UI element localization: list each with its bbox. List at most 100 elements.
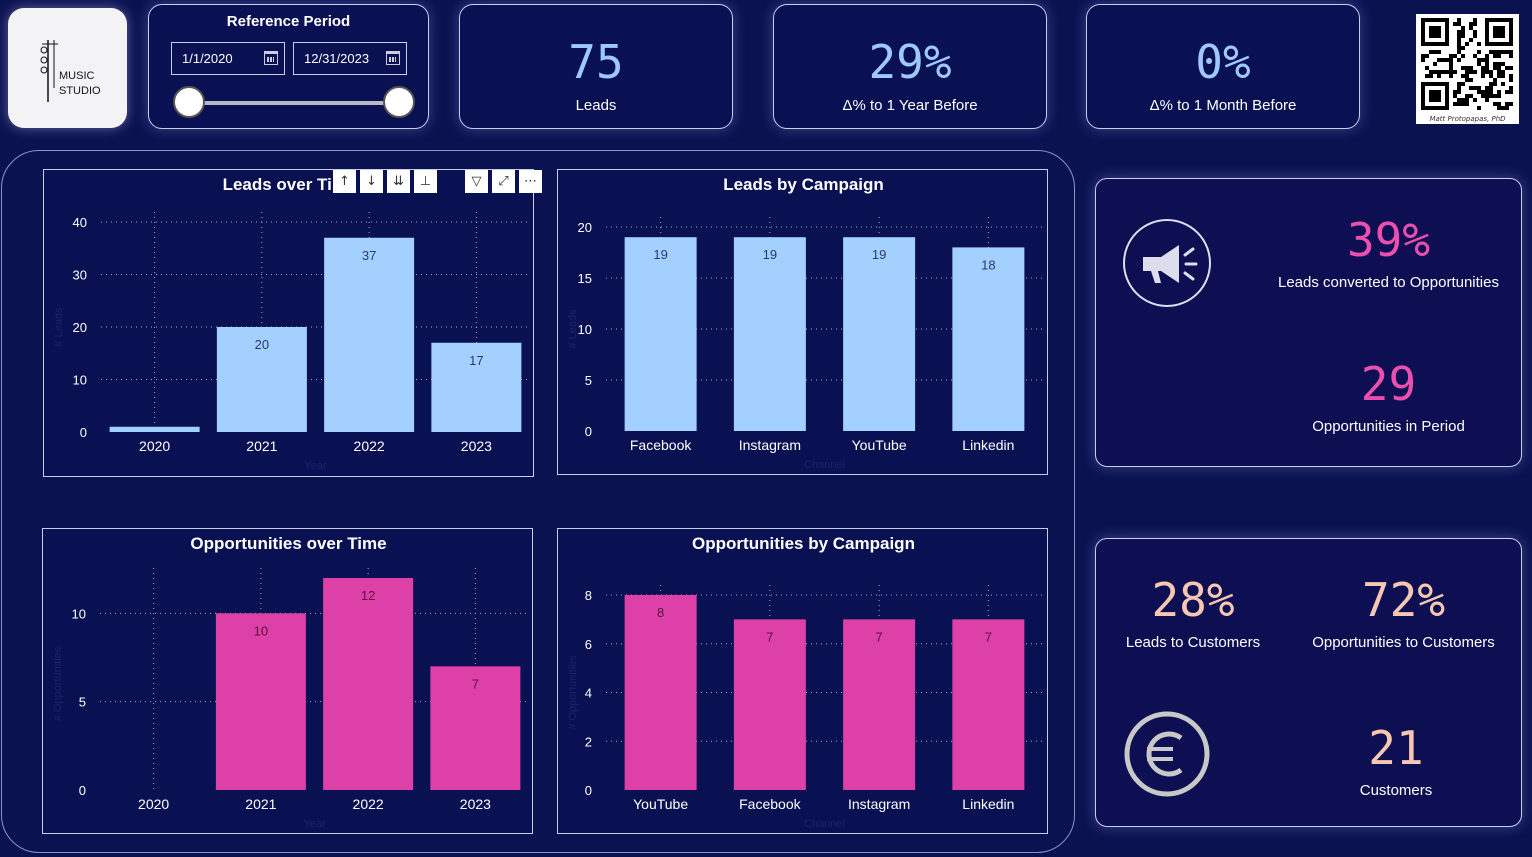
bar-2021 (215, 613, 306, 790)
qr-module (1437, 50, 1441, 54)
y-tick-label: 2 (585, 734, 592, 749)
x-axis-title: Year (303, 818, 326, 830)
data-label: 37 (362, 248, 376, 263)
qr-module (1497, 54, 1501, 58)
y-tick-label: 15 (578, 271, 592, 286)
qr-module (1425, 66, 1429, 70)
qr-module (1497, 66, 1501, 70)
opps-to-customers-pct: 72% (1361, 573, 1446, 627)
x-tick-label: 2021 (246, 438, 277, 454)
opps-in-period-value: 29 (1360, 357, 1417, 411)
kpi-leads-label: Leads (575, 97, 617, 114)
qr-module (1481, 90, 1485, 94)
qr-module (1441, 58, 1445, 62)
slider-start-handle[interactable] (173, 86, 205, 118)
qr-module (1485, 90, 1489, 94)
qr-module (1489, 86, 1493, 90)
y-tick-label: 5 (585, 373, 592, 388)
bar-2023 (430, 666, 521, 790)
qr-module (1445, 70, 1449, 74)
qr-module (1437, 58, 1441, 62)
chart-opportunities-over-time[interactable]: Opportunities over Time 0 5 10 2020 10 2021 12 2… (42, 528, 533, 834)
qr-module (1485, 58, 1489, 62)
calendar-icon[interactable] (386, 51, 400, 65)
qr-module (1505, 50, 1509, 54)
chart-title: Opportunities over Time (190, 534, 386, 553)
qr-module (1433, 62, 1437, 66)
x-tick-label: 2022 (354, 438, 385, 454)
qr-module (1457, 22, 1461, 26)
qr-module (1489, 90, 1493, 94)
qr-module (1453, 102, 1457, 106)
qr-module (1473, 30, 1477, 34)
qr-module (1429, 70, 1433, 74)
qr-module (1473, 54, 1477, 58)
qr-module (1501, 70, 1505, 74)
qr-module (1425, 74, 1429, 78)
leads-to-opps-pct: 39% (1346, 213, 1431, 267)
date-range-slider[interactable] (189, 101, 399, 105)
qr-module (1457, 86, 1461, 90)
qr-module (1505, 66, 1509, 70)
focus-mode-icon[interactable]: ⤢ (492, 170, 515, 193)
data-label: 8 (657, 605, 664, 620)
expand-hierarchy-icon[interactable]: ⊥ (414, 170, 437, 193)
qr-module (1493, 62, 1497, 66)
qr-module (1497, 70, 1501, 74)
data-label: 18 (981, 257, 995, 272)
qr-module (1485, 66, 1489, 70)
qr-module (1461, 82, 1465, 86)
y-tick-label: 20 (73, 320, 87, 335)
expand-all-icon[interactable]: ⇊ (387, 170, 410, 193)
qr-module (1461, 66, 1465, 70)
qr-module (1465, 78, 1469, 82)
qr-module (1457, 82, 1461, 86)
customers-value: 21 (1368, 721, 1424, 775)
qr-module (1497, 90, 1501, 94)
qr-module (1501, 50, 1505, 54)
qr-module (1485, 98, 1489, 102)
qr-module (1477, 106, 1481, 110)
qr-module (1457, 98, 1461, 102)
qr-module (1465, 94, 1469, 98)
y-axis-title: # Opportunities (52, 646, 64, 721)
drill-up-icon[interactable]: ↑ (333, 170, 356, 193)
qr-module (1465, 102, 1469, 106)
more-options-icon[interactable]: ⋯ (519, 170, 542, 193)
chart-opportunities-by-campaign[interactable]: Opportunities by Campaign 0 2 4 6 8 8 YouTube 7 F… (557, 528, 1048, 834)
data-label: 7 (985, 629, 992, 644)
qr-module (1469, 26, 1473, 30)
qr-module (1457, 46, 1461, 50)
filter-icon[interactable]: ▽ (465, 170, 488, 193)
start-date-input[interactable]: 1/1/2020 (171, 42, 285, 75)
leads-to-customers-label: Leads to Customers (1125, 634, 1261, 651)
calendar-icon[interactable] (264, 51, 278, 65)
drill-down-icon[interactable]: ↓ (360, 170, 383, 193)
qr-module (1473, 34, 1477, 38)
end-date-input[interactable]: 12/31/2023 (293, 42, 407, 75)
chart-leads-over-time[interactable]: Leads over Time 0 10 20 30 40 2020 20 2021 37 2022… (43, 169, 534, 477)
qr-module (1453, 22, 1457, 26)
qr-module (1493, 66, 1497, 70)
bar-2021 (216, 327, 307, 432)
kpi-month-delta-label: Δ% to 1 Month Before (1149, 97, 1297, 114)
slider-end-handle[interactable] (383, 86, 415, 118)
euro-icon (1124, 711, 1210, 797)
kpi-month-delta-value: 0% (1195, 35, 1251, 89)
y-tick-label: 0 (585, 424, 592, 439)
qr-code-icon (1421, 18, 1513, 110)
qr-module (1473, 70, 1477, 74)
kpi-month-delta-card: 0% Δ% to 1 Month Before (1086, 4, 1360, 129)
qr-module (1469, 38, 1473, 42)
x-axis-title: Channel (804, 818, 845, 830)
bar-instagram (843, 619, 916, 790)
qr-module (1497, 102, 1501, 106)
y-tick-label: 4 (585, 686, 592, 701)
chart-leads-by-campaign[interactable]: Leads by Campaign 0 5 10 15 20 19 Facebook 19 Ins… (557, 169, 1048, 475)
x-tick-label: Linkedin (962, 437, 1014, 453)
qr-module (1457, 58, 1461, 62)
chart-title: Opportunities by Campaign (692, 534, 915, 553)
qr-module (1481, 74, 1485, 78)
qr-code[interactable]: Matt Protopapas, PhD (1416, 14, 1519, 124)
qr-module (1465, 66, 1469, 70)
